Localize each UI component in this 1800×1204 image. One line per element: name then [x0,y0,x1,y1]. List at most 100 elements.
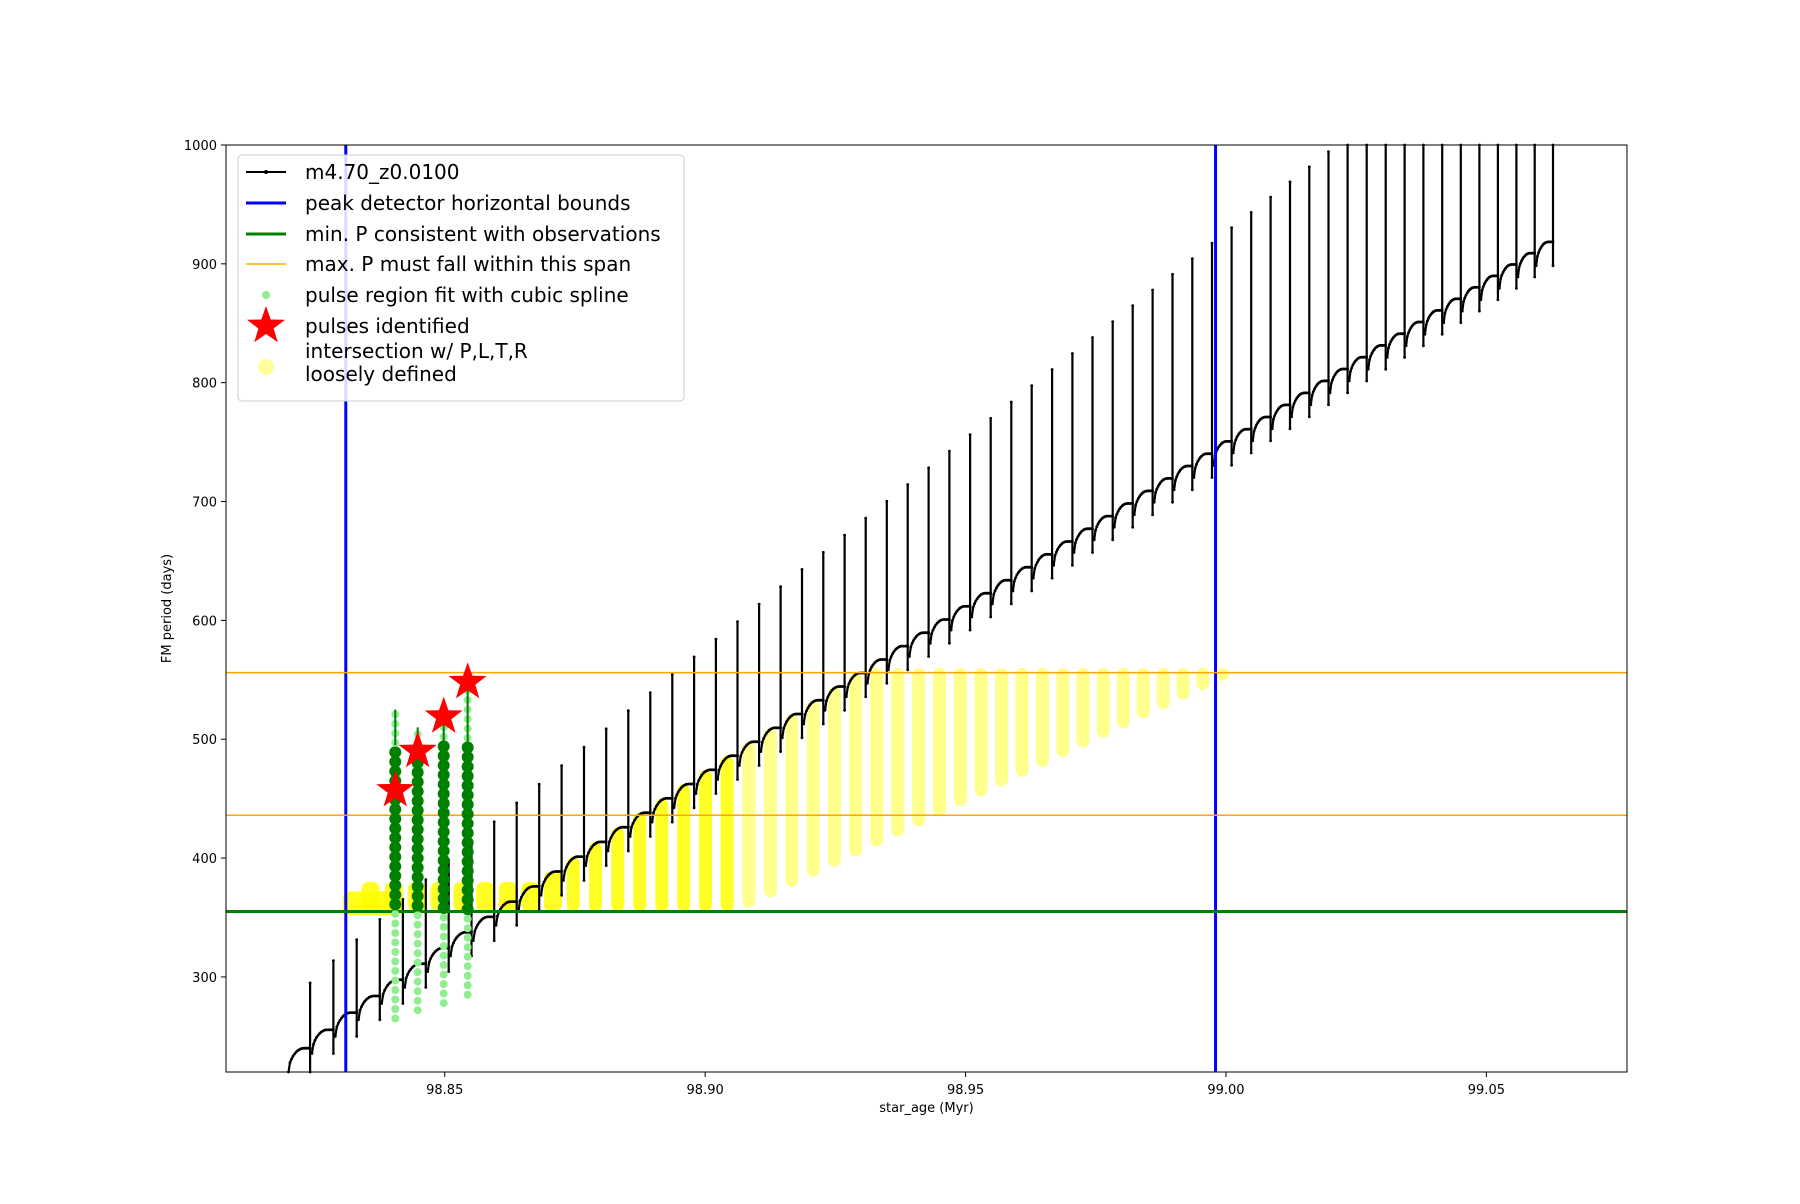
model-point [582,855,586,858]
legend-label: intersection w/ P,L,T,R [305,339,528,363]
legend-dot-icon [264,170,268,174]
model-point [308,1046,312,1050]
spline-point [463,981,472,990]
model-point [779,726,782,730]
spline-point [391,938,400,947]
model-pulse-line [1093,321,1114,540]
spline-point-dark [461,760,474,773]
model-point [989,591,993,595]
spline-point-dark [437,787,450,800]
spline-point [391,1005,400,1014]
model-point [948,449,951,453]
spline-point [463,952,472,961]
model-point [698,776,702,779]
model-point [697,779,701,782]
model-point [1249,211,1253,214]
model-point [714,792,718,795]
spline-point-dark [389,879,402,892]
model-point [951,619,954,623]
model-point [520,895,523,899]
model-point [426,970,430,973]
model-point [1443,311,1447,315]
model-pulse-line [1251,197,1272,441]
model-point [1384,367,1388,371]
model-point [692,655,696,659]
model-pulse-line [1153,274,1174,503]
spline-point-dark [437,740,450,753]
model-point [1288,180,1292,184]
model-point [515,900,519,903]
intersection-region [566,856,580,912]
model-pulse-line [1516,145,1536,278]
model-point [1501,270,1505,274]
model-point [1091,336,1094,339]
spline-point-dark [389,746,402,759]
model-point [1459,321,1463,324]
model-point [630,825,633,829]
model-pulse-line [991,402,1013,605]
model-point [361,1002,365,1006]
model-point [806,706,810,710]
model-point [1050,576,1054,580]
model-point [604,840,608,844]
model-point [1517,266,1521,269]
model-point [1328,391,1332,395]
spline-point-dark [411,795,424,808]
model-point [992,593,996,596]
model-point [537,782,541,786]
model-point [1347,379,1351,383]
spline-point [413,939,422,948]
model-point [933,625,936,629]
model-point [803,713,807,716]
model-point [695,782,699,786]
model-point [1033,567,1037,571]
spline-point-dark [461,846,474,859]
model-point [692,806,696,810]
spline-point [391,919,400,928]
spline-point-dark [411,899,424,912]
model-point [1293,399,1297,403]
x-tick-label: 98.85 [426,1083,463,1098]
model-point [604,727,608,731]
model-point [562,879,565,882]
model-point [1253,426,1257,429]
model-point [720,762,724,765]
model-point [401,898,405,901]
spline-point [463,933,472,942]
model-point [1196,460,1200,463]
model-point [452,941,455,945]
model-point [1131,304,1135,308]
intersection-region [343,891,404,916]
model-point [1151,513,1154,517]
intersection-region [698,769,712,912]
model-point [1135,500,1139,503]
intersection-region [1196,667,1210,691]
model-point [355,938,359,942]
model-point [1533,251,1537,255]
model-point [1290,415,1293,419]
spline-point [413,920,422,929]
spline-point [439,970,448,979]
model-point [757,602,761,606]
spline-point [463,924,472,933]
model-point [1094,529,1097,532]
spline-point-dark [461,751,474,764]
model-point [1312,390,1315,393]
model-point [1030,589,1034,593]
model-point [1272,417,1275,421]
model-point [762,736,766,740]
model-point [1346,367,1349,371]
spline-point [413,958,422,967]
model-point [1288,427,1292,431]
model-point [355,1035,359,1038]
model-point [1050,552,1054,556]
model-pulse-line [1052,353,1074,566]
model-point [1252,430,1256,433]
model-point [844,695,848,699]
model-point [1384,344,1388,347]
intersection-region [611,827,625,912]
spline-point-dark [461,741,474,754]
spline-point [439,923,448,932]
model-point [826,695,830,699]
model-point [670,673,674,677]
